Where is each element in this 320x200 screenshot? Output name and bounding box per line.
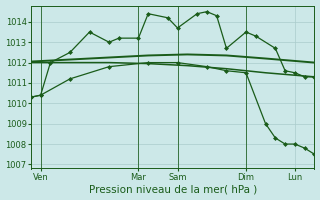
X-axis label: Pression niveau de la mer( hPa ): Pression niveau de la mer( hPa )	[89, 184, 257, 194]
